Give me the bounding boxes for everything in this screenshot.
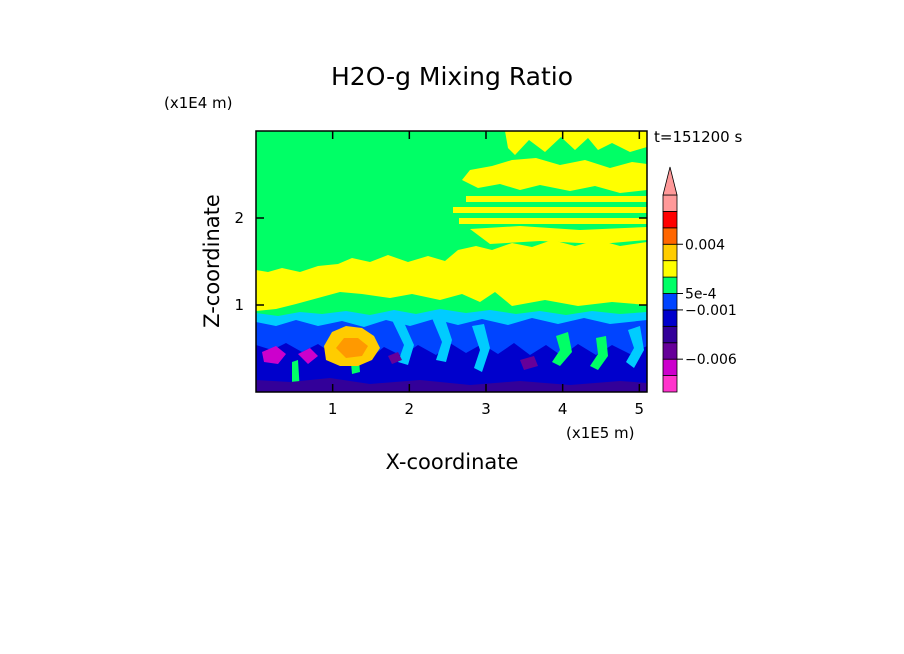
x-tick-label: 3 <box>481 400 491 418</box>
colorbar-swatch <box>662 194 678 212</box>
field-stripe-3 <box>459 218 647 224</box>
colorbar-swatch <box>662 358 678 376</box>
colorbar-swatch <box>662 227 678 245</box>
field-streak-4 <box>552 332 572 366</box>
y-tick-label: 1 <box>234 296 244 314</box>
field-purple-1 <box>262 346 286 364</box>
field-purple-3 <box>388 352 402 364</box>
colorbar-swatch <box>662 260 678 278</box>
field-purple-4 <box>520 356 538 370</box>
field-streak-1 <box>392 318 414 365</box>
colorbar-swatch <box>662 243 678 262</box>
colorbar-swatch <box>662 375 678 393</box>
y-scale-label: (x1E4 m) <box>164 94 233 112</box>
x-tick-label: 4 <box>558 400 568 418</box>
field-streak-3 <box>472 324 490 372</box>
y-axis-label: Z-coordinate <box>200 194 224 328</box>
colorbar-label: 0.004 <box>685 237 725 253</box>
y-tick-label: 2 <box>234 209 244 227</box>
axis-ticks: 1 2 3 4 5 1 2 <box>234 131 647 418</box>
field-streak-2 <box>432 316 452 362</box>
field-streak-5 <box>590 336 608 370</box>
colorbar-swatch <box>662 293 678 311</box>
field-mid-yellow-patch <box>470 226 647 244</box>
field-streak-6 <box>626 326 644 368</box>
colorbar-extend-arrow <box>662 166 678 196</box>
field-stripe-1 <box>466 196 647 202</box>
x-scale-label: (x1E5 m) <box>566 424 635 442</box>
colorbar-swatch <box>662 342 678 360</box>
field-purple-2 <box>298 348 318 364</box>
colorbar-label: −0.006 <box>685 352 737 368</box>
field-mid-yellow <box>256 240 647 311</box>
x-tick-label: 2 <box>405 400 415 418</box>
colorbar-label: −0.001 <box>685 303 737 319</box>
colorbar: 0.004 5e-4−0.001 −0.006 <box>662 166 737 393</box>
x-tick-label: 5 <box>635 400 645 418</box>
time-label: t=151200 s <box>654 128 742 146</box>
colorbar-swatch <box>662 276 678 294</box>
plot-frame <box>255 130 648 393</box>
field-orange-core <box>336 338 368 358</box>
x-tick-label: 1 <box>328 400 338 418</box>
colorbar-label: 5e-4 <box>685 287 717 303</box>
contour-field <box>256 131 647 392</box>
field-upper-yellow-2 <box>462 158 647 193</box>
colorbar-swatch <box>662 309 678 327</box>
colorbar-swatch <box>662 211 678 229</box>
x-axis-label: X-coordinate <box>386 450 519 474</box>
field-surface-band <box>256 378 647 392</box>
chart-title: H2O-g Mixing Ratio <box>331 62 573 91</box>
field-stripe-2 <box>453 207 647 213</box>
colorbar-swatch <box>662 325 678 344</box>
field-upper-yellow <box>505 131 647 155</box>
